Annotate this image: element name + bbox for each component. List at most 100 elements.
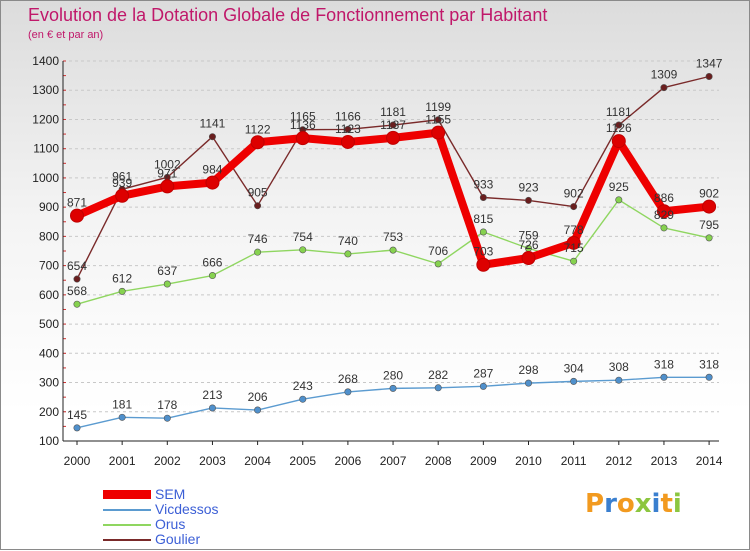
legend-swatch-vicdessos xyxy=(103,509,151,511)
y-tick-label: 1200 xyxy=(32,112,59,126)
data-label-goulier: 933 xyxy=(473,178,493,192)
x-tick-label: 2004 xyxy=(244,454,271,468)
point-vicdessos xyxy=(705,373,713,381)
data-label-sem: 871 xyxy=(67,196,87,210)
point-orus xyxy=(570,257,578,265)
point-sem xyxy=(702,199,717,214)
logo-letter: i xyxy=(672,489,682,519)
point-vicdessos xyxy=(299,395,307,403)
chart-subtitle: (en € et par an) xyxy=(28,29,104,41)
data-label-sem: 726 xyxy=(518,238,538,252)
data-label-goulier: 1165 xyxy=(290,110,316,124)
point-orus xyxy=(479,228,487,236)
data-label-sem: 886 xyxy=(654,191,674,205)
point-sem xyxy=(205,175,220,190)
y-tick-label: 400 xyxy=(39,346,59,360)
data-label-sem: 1155 xyxy=(425,113,451,127)
data-label-goulier: 961 xyxy=(112,169,132,183)
point-goulier xyxy=(254,202,262,210)
data-label-goulier: 1199 xyxy=(425,100,451,114)
x-tick-label: 2010 xyxy=(515,454,542,468)
data-label-orus: 829 xyxy=(654,208,674,222)
x-tick-label: 2014 xyxy=(696,454,723,468)
point-orus xyxy=(163,280,171,288)
logo-letter: r xyxy=(604,489,617,519)
data-label-vicdessos: 298 xyxy=(518,363,538,377)
data-label-sem: 1137 xyxy=(380,118,406,132)
point-vicdessos xyxy=(479,382,487,390)
logo-letter: i xyxy=(651,489,661,519)
legend-swatch-goulier xyxy=(103,539,151,541)
data-label-goulier: 905 xyxy=(248,186,268,200)
point-sem xyxy=(386,130,401,145)
legend-label-goulier: Goulier xyxy=(155,531,201,547)
y-tick-label: 300 xyxy=(39,376,59,390)
point-vicdessos xyxy=(570,377,578,385)
data-label-vicdessos: 304 xyxy=(564,361,584,375)
point-orus xyxy=(118,287,126,295)
point-orus xyxy=(208,272,216,280)
data-label-orus: 715 xyxy=(564,241,584,255)
point-orus xyxy=(615,196,623,204)
point-orus xyxy=(705,234,713,242)
point-goulier xyxy=(524,196,532,204)
data-label-orus: 754 xyxy=(293,230,313,244)
point-orus xyxy=(389,246,397,254)
data-label-vicdessos: 145 xyxy=(67,408,87,422)
point-sem xyxy=(160,179,175,194)
legend-label-vicdessos: Vicdessos xyxy=(155,501,219,517)
y-tick-label: 1400 xyxy=(32,54,59,68)
point-orus xyxy=(299,246,307,254)
y-tick-label: 1100 xyxy=(33,142,59,156)
y-tick-label: 1300 xyxy=(32,83,59,97)
data-label-orus: 925 xyxy=(609,180,629,194)
point-orus xyxy=(73,300,81,308)
logo-letter: P xyxy=(585,489,605,519)
data-label-vicdessos: 178 xyxy=(157,398,177,412)
data-label-goulier: 1309 xyxy=(651,68,678,82)
data-label-orus: 815 xyxy=(473,212,493,226)
point-goulier xyxy=(434,116,442,124)
point-orus xyxy=(344,250,352,258)
point-vicdessos xyxy=(434,384,442,392)
data-label-orus: 795 xyxy=(699,218,719,232)
point-sem xyxy=(115,188,130,203)
point-goulier xyxy=(705,72,713,80)
data-label-vicdessos: 206 xyxy=(248,390,268,404)
data-label-goulier: 1141 xyxy=(200,117,226,131)
series-line-sem xyxy=(73,128,714,269)
point-sem xyxy=(656,204,671,219)
y-tick-label: 100 xyxy=(39,434,59,448)
data-label-goulier: 1347 xyxy=(696,56,723,70)
data-label-sem: 1126 xyxy=(606,121,632,135)
proxiti-logo: Proxiti xyxy=(585,489,682,519)
data-label-sem: 1123 xyxy=(335,122,361,136)
y-tick-label: 700 xyxy=(39,259,59,273)
point-goulier xyxy=(389,121,397,129)
point-goulier xyxy=(479,194,487,202)
data-label-orus: 706 xyxy=(428,244,448,258)
data-label-sem: 971 xyxy=(157,166,177,180)
y-tick-label: 500 xyxy=(39,317,59,331)
data-label-vicdessos: 318 xyxy=(654,357,674,371)
y-tick-label: 800 xyxy=(39,229,59,243)
data-label-orus: 759 xyxy=(518,228,538,242)
point-sem xyxy=(476,257,491,272)
x-tick-label: 2008 xyxy=(425,454,452,468)
data-label-sem: 939 xyxy=(112,176,132,190)
data-label-vicdessos: 282 xyxy=(428,368,448,382)
legend-swatch-orus xyxy=(103,524,151,526)
legend-item-sem: SEM xyxy=(103,487,303,502)
data-label-goulier: 902 xyxy=(564,187,584,201)
data-label-sem: 703 xyxy=(473,245,493,259)
x-tick-label: 2001 xyxy=(109,454,136,468)
x-tick-label: 2000 xyxy=(64,454,91,468)
x-tick-label: 2013 xyxy=(651,454,678,468)
y-tick-label: 600 xyxy=(39,288,59,302)
data-label-vicdessos: 181 xyxy=(112,397,132,411)
data-label-vicdessos: 287 xyxy=(473,366,493,380)
point-vicdessos xyxy=(73,424,81,432)
point-sem xyxy=(295,131,310,146)
data-label-orus: 753 xyxy=(383,230,403,244)
